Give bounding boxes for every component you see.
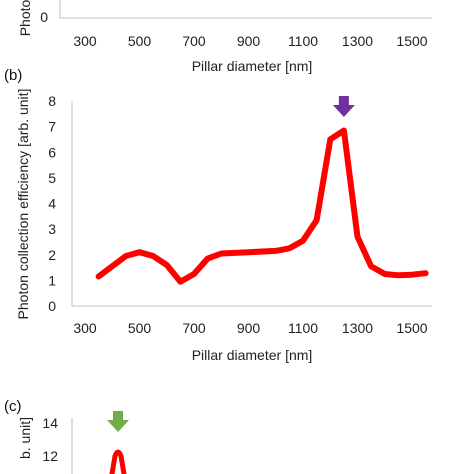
panel-a-x-tick-label: 1100 xyxy=(288,33,318,49)
panel-b-arrow-marker xyxy=(332,96,355,117)
panel-c-series-peak xyxy=(109,449,127,474)
panel-a-x-tick-label: 700 xyxy=(182,33,206,49)
panel-a-x-tick-label: 1300 xyxy=(342,33,373,49)
panel-b-y-tick-label: 3 xyxy=(48,221,56,237)
panel-b-label: (b) xyxy=(4,67,22,84)
panel-b-x-tick-label: 1500 xyxy=(396,320,427,336)
panel-b-x-tick-label: 900 xyxy=(237,320,261,336)
panel-b: (b) Photon collection efficiency [arb. u… xyxy=(4,67,432,363)
panel-c-y-tick: 12 xyxy=(42,448,58,464)
panel-b-y-tick-label: 6 xyxy=(48,144,56,160)
panel-b-y-tick-label: 7 xyxy=(48,119,56,135)
panel-b-x-tick-label: 300 xyxy=(73,320,97,336)
panel-b-series-line xyxy=(95,127,429,285)
panel-a-x-ticks: 300 500 700 900 1100 1300 1500 xyxy=(73,33,427,49)
panel-c: (c) b. unit] 14 12 xyxy=(4,398,129,474)
panel-b-y-tick-label: 2 xyxy=(48,247,56,263)
panel-c-ylabel: b. unit] xyxy=(17,417,33,459)
down-arrow-icon xyxy=(332,96,355,117)
panel-b-x-tick-label: 700 xyxy=(182,320,206,336)
panel-b-x-tick-label: 1300 xyxy=(342,320,373,336)
panel-a-y-tick: 0 xyxy=(40,9,48,25)
panel-b-y-tick-label: 5 xyxy=(48,170,56,186)
panel-b-y-tick-label: 1 xyxy=(48,272,56,288)
panel-a: Photo 0 300 500 700 900 1100 1300 1500 Pillar … xyxy=(17,0,432,74)
panel-a-x-tick-label: 500 xyxy=(128,33,152,49)
panel-a-x-tick-label: 1500 xyxy=(396,33,427,49)
panel-b-xlabel: Pillar diameter [nm] xyxy=(192,347,313,363)
panel-b-x-tick-label: 500 xyxy=(128,320,152,336)
panel-b-y-tick-label: 0 xyxy=(48,298,56,314)
down-arrow-icon xyxy=(107,411,129,432)
panel-b-ylabel: Photon collection efficiency [arb. unit] xyxy=(15,89,31,320)
panel-c-y-tick: 14 xyxy=(42,415,58,431)
panel-b-y-tick-label: 8 xyxy=(48,93,56,109)
panel-b-y-tick-label: 4 xyxy=(48,196,56,212)
panel-b-y-ticks: 0 1 2 3 4 5 6 7 8 xyxy=(48,93,56,314)
panel-a-ylabel: Photo xyxy=(17,0,33,36)
panel-c-arrow-marker xyxy=(107,411,129,432)
panel-c-label: (c) xyxy=(4,398,22,415)
panel-a-x-tick-label: 300 xyxy=(73,33,97,49)
panel-a-xlabel: Pillar diameter [nm] xyxy=(192,58,313,74)
panel-a-x-tick-label: 900 xyxy=(237,33,261,49)
panel-b-x-tick-label: 1100 xyxy=(288,320,318,336)
panel-b-x-ticks: 300 500 700 900 1100 1300 1500 xyxy=(73,320,427,336)
